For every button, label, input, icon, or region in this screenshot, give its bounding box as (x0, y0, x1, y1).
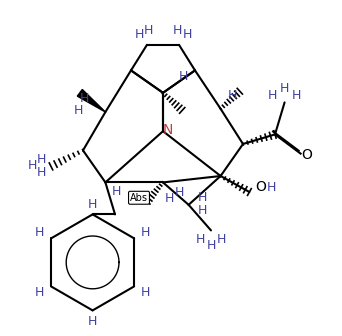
Text: H: H (37, 153, 46, 166)
Text: H: H (292, 89, 301, 102)
Text: H: H (280, 82, 289, 94)
Text: H: H (35, 286, 44, 299)
Text: H: H (165, 192, 174, 205)
Text: H: H (80, 92, 89, 105)
Text: H: H (197, 191, 207, 204)
Text: H: H (182, 28, 192, 41)
Text: H: H (206, 239, 216, 252)
Text: H: H (134, 28, 144, 41)
Text: Abs: Abs (130, 193, 148, 203)
Text: H: H (28, 159, 37, 172)
Text: H: H (175, 185, 184, 199)
Text: H: H (173, 24, 182, 37)
Text: H: H (216, 233, 226, 246)
Text: N: N (162, 123, 173, 137)
Text: H: H (112, 185, 121, 198)
Text: O: O (255, 180, 266, 194)
Text: H: H (228, 89, 237, 102)
Text: H: H (266, 181, 276, 194)
Text: H: H (268, 89, 277, 102)
Polygon shape (77, 89, 105, 112)
Text: H: H (141, 226, 150, 239)
Text: H: H (141, 286, 150, 299)
Text: H: H (196, 233, 206, 246)
Text: H: H (88, 315, 97, 328)
Text: H: H (179, 70, 188, 83)
Text: H: H (74, 104, 83, 117)
Text: O: O (301, 148, 312, 162)
Text: H: H (88, 198, 97, 211)
Text: H: H (37, 166, 46, 179)
Text: H: H (35, 226, 44, 239)
Text: H: H (144, 24, 153, 37)
Text: H: H (197, 204, 207, 217)
